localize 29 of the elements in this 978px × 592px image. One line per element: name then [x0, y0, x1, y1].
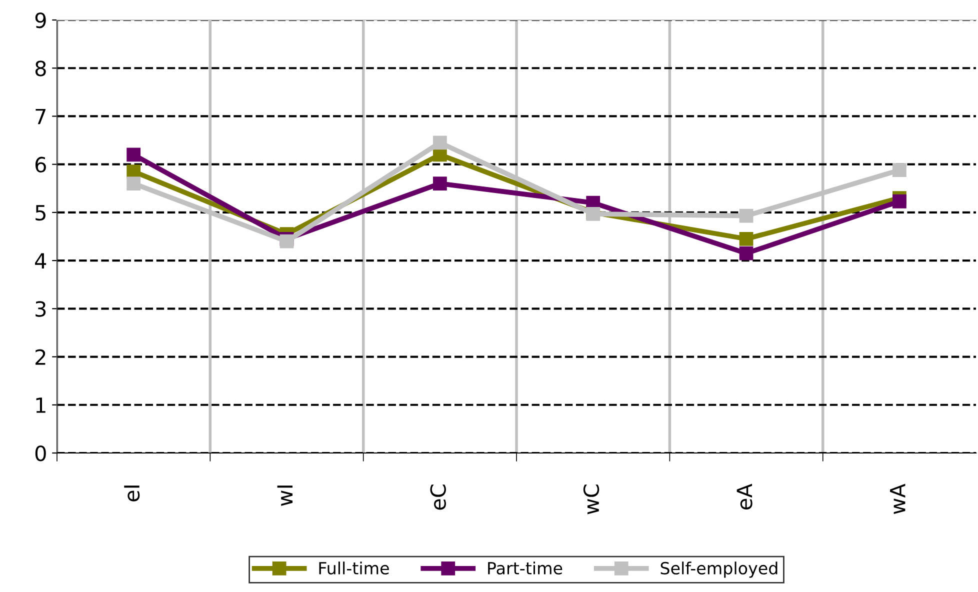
y-tick-label: 6 [35, 156, 46, 173]
y-tick-label: 4 [35, 253, 46, 268]
point [739, 246, 754, 260]
point [432, 136, 447, 150]
legend-label: Self-employed [660, 562, 778, 578]
legend-label: Part-time [488, 562, 562, 574]
x-tick-label: eI [124, 486, 140, 502]
y-tick-label: 9 [35, 12, 46, 28]
point [892, 163, 906, 178]
point [739, 208, 754, 223]
point [280, 234, 294, 248]
y-tick-label: 3 [36, 301, 46, 317]
y-tick-label: 1 [36, 398, 46, 413]
x-tick-label: eC [430, 484, 446, 510]
x-tick-label: eA [736, 484, 752, 510]
y-tick-label: 0 [35, 445, 46, 462]
y-tick-label: 7 [36, 108, 46, 124]
y-tick-label: 5 [36, 205, 46, 221]
x-tick-label: wI [277, 486, 293, 506]
point [126, 176, 141, 191]
y-tick-label: 2 [36, 349, 46, 365]
point [126, 148, 141, 162]
x-tick-label: wA [890, 484, 906, 514]
legend-label: Full-time [319, 562, 389, 574]
x-tick-label: wC [583, 484, 600, 514]
point [432, 176, 447, 191]
point [739, 232, 754, 246]
y-tick-label: 8 [35, 60, 46, 76]
point [892, 194, 906, 208]
